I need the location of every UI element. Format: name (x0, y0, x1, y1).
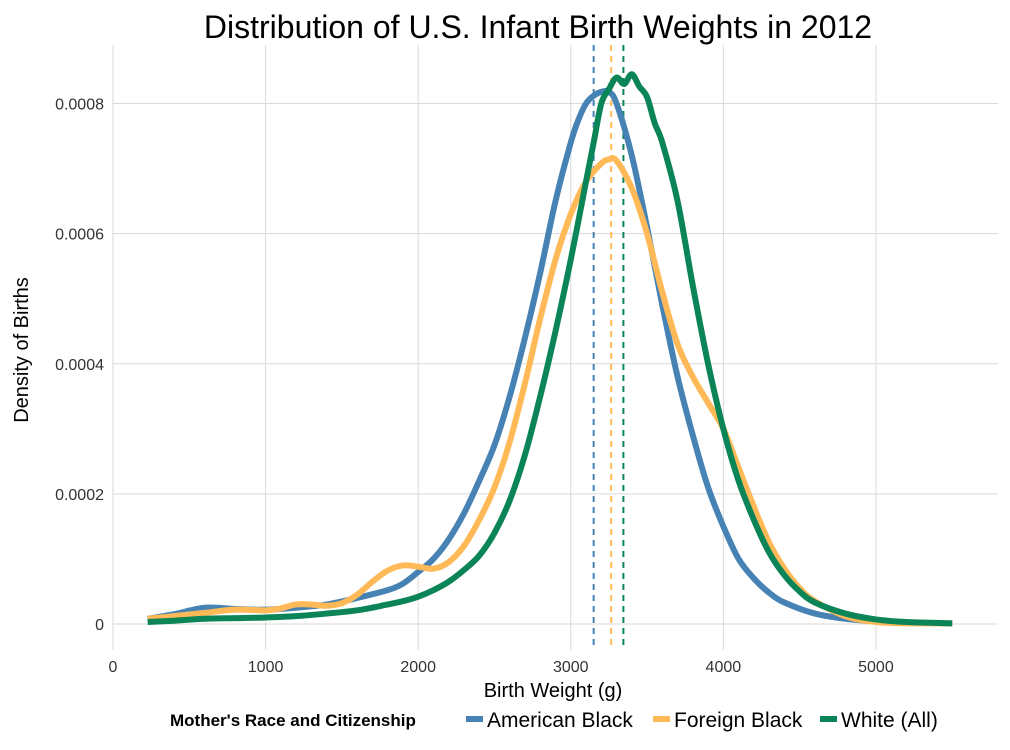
y-tick-label: 0.0004 (55, 357, 104, 374)
y-tick-label: 0.0008 (55, 97, 104, 114)
series-lines (147, 71, 953, 627)
y-tick-label: 0 (95, 617, 104, 634)
x-axis-label: Birth Weight (g) (484, 680, 623, 702)
legend: Mother's Race and Citizenship American B… (170, 709, 938, 732)
x-tick-label: 4000 (706, 659, 742, 676)
series-line-foreign-black (147, 155, 953, 627)
mean-lines (592, 45, 625, 650)
legend-label: American Black (487, 709, 633, 732)
x-tick-label: 0 (109, 659, 118, 676)
series-line-white-all (147, 71, 953, 627)
x-tick-label: 5000 (858, 659, 894, 676)
chart-title: Distribution of U.S. Infant Birth Weight… (204, 9, 872, 45)
x-tick-label: 1000 (248, 659, 284, 676)
legend-label: White (All) (841, 709, 938, 732)
grid (112, 45, 998, 650)
y-axis-label: Density of Births (11, 277, 33, 423)
x-axis-ticks: 0 1000 2000 3000 4000 5000 (109, 659, 894, 676)
legend-label: Foreign Black (674, 709, 803, 732)
y-axis-ticks: 0 0.0002 0.0004 0.0006 0.0008 (55, 97, 104, 634)
y-tick-label: 0.0002 (55, 487, 104, 504)
x-tick-label: 2000 (400, 659, 436, 676)
legend-title: Mother's Race and Citizenship (170, 711, 416, 730)
x-tick-label: 3000 (553, 659, 589, 676)
y-tick-label: 0.0006 (55, 227, 104, 244)
